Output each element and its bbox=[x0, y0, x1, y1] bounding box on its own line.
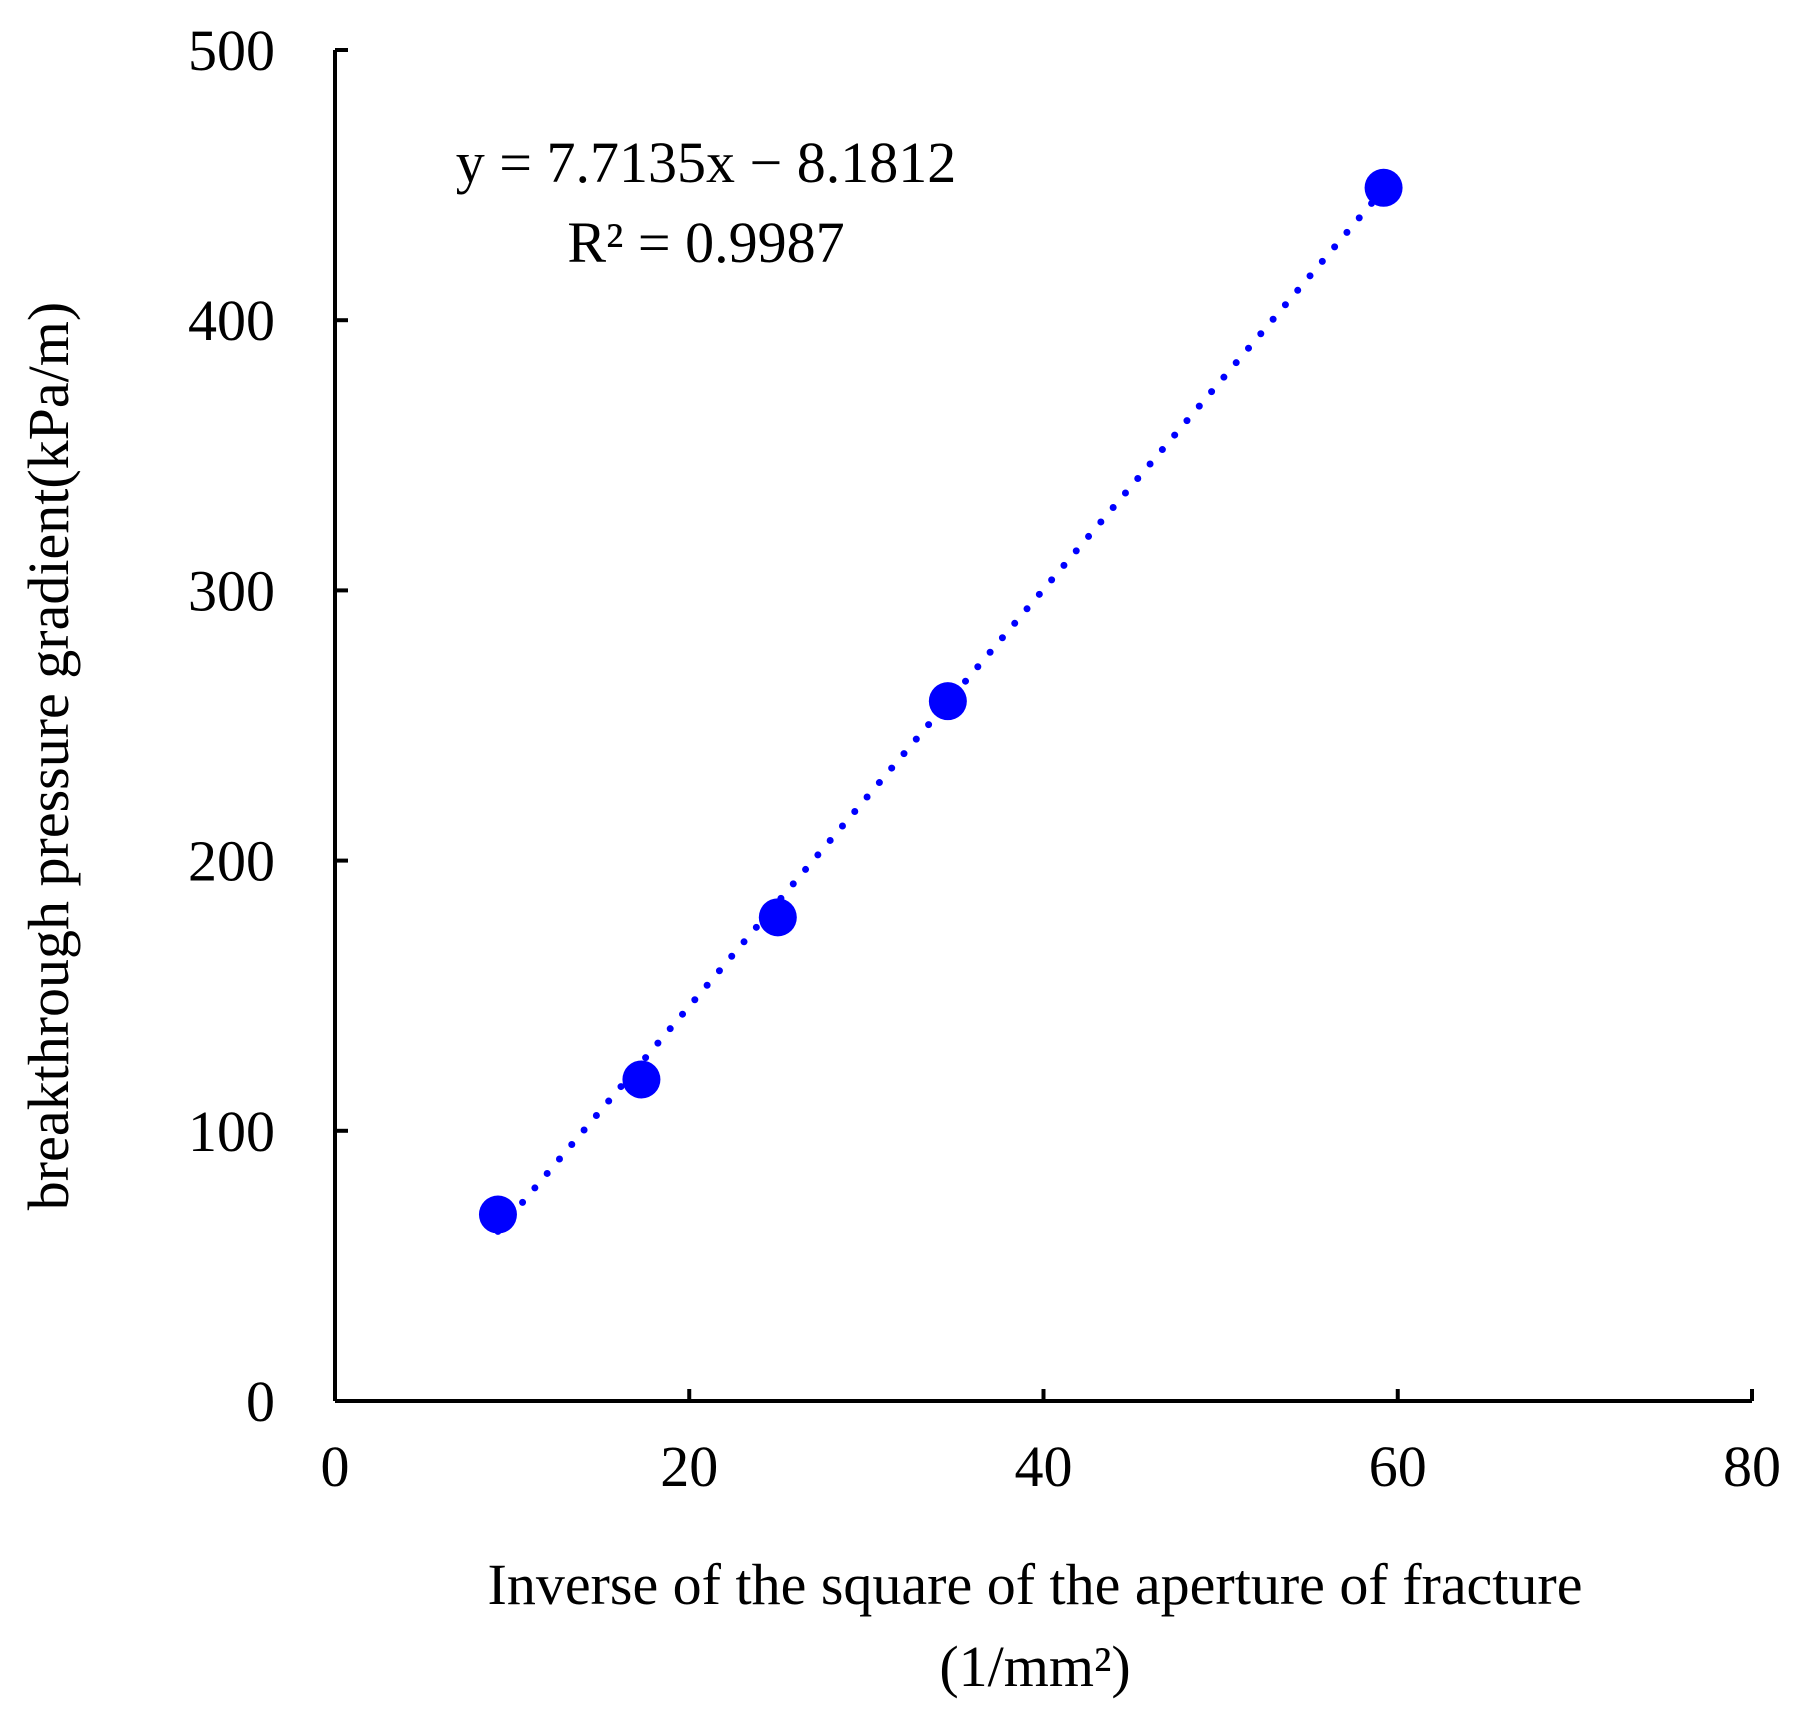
x-tick-label: 0 bbox=[321, 1434, 350, 1499]
y-axis-title: breakthrough pressure gradient(kPa/m) bbox=[16, 302, 81, 1210]
y-tick-label: 500 bbox=[188, 18, 275, 83]
x-tick-label: 60 bbox=[1369, 1434, 1427, 1499]
x-axis-unit: (1/mm²) bbox=[939, 1634, 1130, 1699]
y-tick-label: 200 bbox=[188, 829, 275, 894]
y-tick-label: 0 bbox=[246, 1369, 275, 1434]
y-ticks: 0 100 200 300 400 500 bbox=[188, 18, 348, 1434]
data-point bbox=[1364, 168, 1403, 207]
data-point bbox=[928, 682, 967, 721]
data-point bbox=[622, 1060, 661, 1099]
y-tick-label: 400 bbox=[188, 288, 275, 353]
data-points bbox=[478, 168, 1403, 1234]
data-point bbox=[478, 1195, 517, 1234]
trendline-equation: y = 7.7135x − 8.1812 bbox=[456, 130, 956, 195]
y-tick-label: 100 bbox=[188, 1099, 275, 1164]
x-ticks: 0 20 40 60 80 bbox=[321, 1389, 1781, 1499]
r-squared-label: R² = 0.9987 bbox=[567, 210, 844, 275]
x-tick-label: 40 bbox=[1015, 1434, 1073, 1499]
data-point bbox=[758, 898, 797, 937]
x-axis-title: Inverse of the square of the aperture of… bbox=[488, 1552, 1583, 1617]
x-tick-label: 80 bbox=[1723, 1434, 1781, 1499]
axes bbox=[333, 50, 1752, 1403]
y-tick-label: 300 bbox=[188, 558, 275, 623]
x-tick-label: 20 bbox=[660, 1434, 718, 1499]
